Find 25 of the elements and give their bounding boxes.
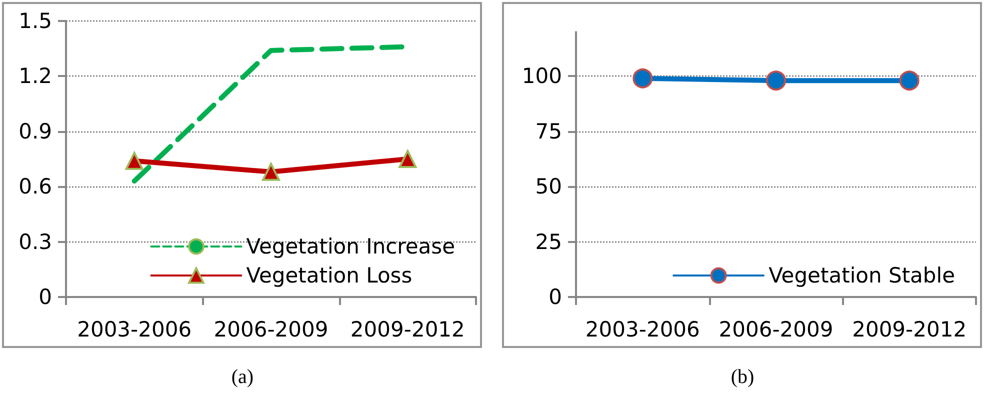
y-tick-label: 1.2 [18, 64, 52, 88]
x-tick-label: 2009-2012 [350, 318, 465, 342]
x-tick-label: 2003-2006 [585, 318, 700, 342]
y-tick-label: 100 [522, 64, 562, 88]
x-tick-label: 2009-2012 [852, 318, 967, 342]
point [262, 162, 280, 181]
y-tick-label: 0.9 [18, 119, 52, 144]
y-tick-label: 0.3 [18, 230, 52, 254]
legend-label: Vegetation Stable [768, 264, 956, 288]
y-tick-label: 0 [548, 285, 562, 309]
text: (a) [230, 366, 255, 389]
y-tick-label: 0.6 [18, 174, 52, 199]
y-tick-label: 0 [38, 285, 52, 309]
legend-label: Vegetation Increase [246, 234, 455, 258]
x-tick-label: 2006-2009 [718, 318, 834, 342]
point [125, 152, 144, 170]
text: (b) [730, 366, 756, 389]
y-tick-label: 25 [535, 230, 562, 254]
point [398, 150, 417, 168]
y-tick-label: 1.5 [18, 9, 52, 33]
x-tick-label: 2006-2009 [214, 318, 328, 342]
y-tick-label: 75 [535, 119, 562, 144]
y-tick-label: 50 [535, 174, 562, 199]
x-tick-label: 2003-2006 [77, 318, 192, 342]
legend-label: Vegetation Loss [246, 264, 412, 288]
